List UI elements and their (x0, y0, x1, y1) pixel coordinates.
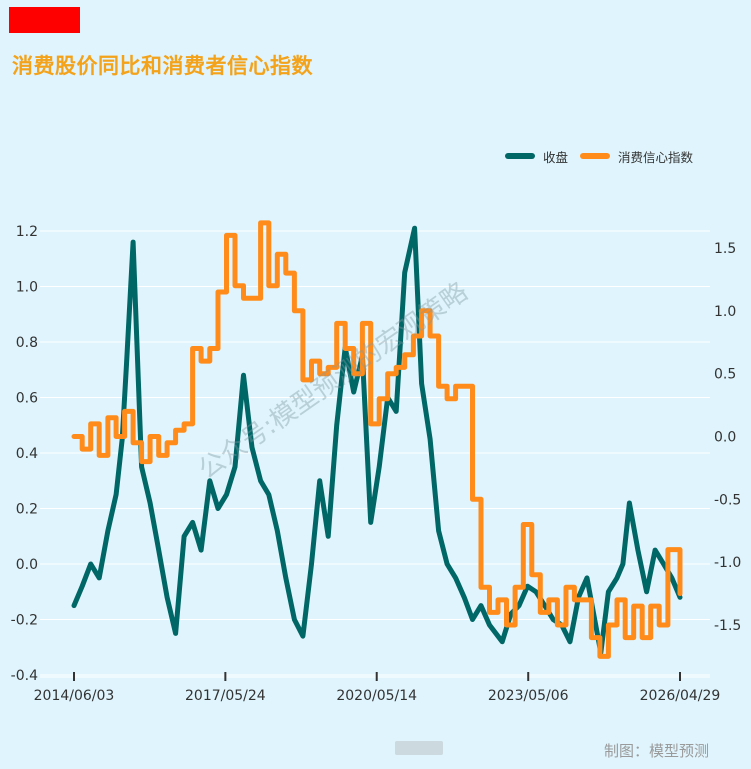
y-left-tick-label: 0.6 (16, 391, 38, 407)
legend-swatch-close (505, 153, 535, 159)
series-confidence (71, 220, 683, 659)
page-title: 消费股价同比和消费者信心指数 (12, 54, 313, 78)
y-left-tick-label: -0.2 (11, 613, 38, 629)
legend-item-close: 收盘 (505, 147, 568, 166)
series-line (71, 220, 683, 659)
legend-swatch-confidence (580, 153, 611, 159)
y-right-tick-label: 0.5 (714, 367, 736, 383)
blurred-region (395, 741, 443, 755)
y-right-tick-label: -1.5 (714, 618, 741, 634)
y-right-tick-label: -1.0 (714, 555, 741, 571)
y-left-tick-label: 0.0 (16, 557, 38, 573)
y-left-tick-label: 0.4 (16, 446, 38, 462)
y-left-tick-label: 1.0 (16, 280, 38, 296)
series-line (71, 225, 683, 656)
y-right-tick-label: 1.0 (714, 304, 736, 320)
chart-legend: 收盘 消费信心指数 (505, 146, 705, 166)
x-tick-label: 2023/05/06 (488, 688, 569, 704)
legend-item-confidence: 消费信心指数 (580, 147, 693, 166)
y-right-tick-label: 0.0 (714, 430, 736, 446)
y-left-tick-label: 0.2 (16, 502, 38, 518)
x-tick-label: 2014/06/03 (34, 688, 115, 704)
y-left-tick-label: -0.4 (11, 668, 38, 684)
y-right-tick-label: 1.5 (714, 241, 736, 257)
footer-credit: 制图：模型预测 (603, 742, 709, 760)
y-left-tick-label: 1.2 (16, 224, 38, 240)
y-left-tick-label: 0.8 (16, 335, 38, 351)
legend-label-close: 收盘 (543, 149, 569, 165)
series-close (71, 225, 683, 656)
legend-label-confidence: 消费信心指数 (618, 149, 694, 165)
x-tick-label: 2017/05/24 (185, 688, 266, 704)
red-badge (9, 7, 80, 33)
x-tick-label: 2026/04/29 (640, 688, 721, 704)
series-layer (71, 220, 683, 659)
x-tick-label: 2020/05/14 (336, 688, 417, 704)
y-right-tick-label: -0.5 (714, 492, 741, 508)
axis-layer: -0.4 -0.2 0.0 0.2 0.4 0.6 0.8 1.0 1.2 -1.5 -1.0 -0.… (11, 224, 742, 704)
